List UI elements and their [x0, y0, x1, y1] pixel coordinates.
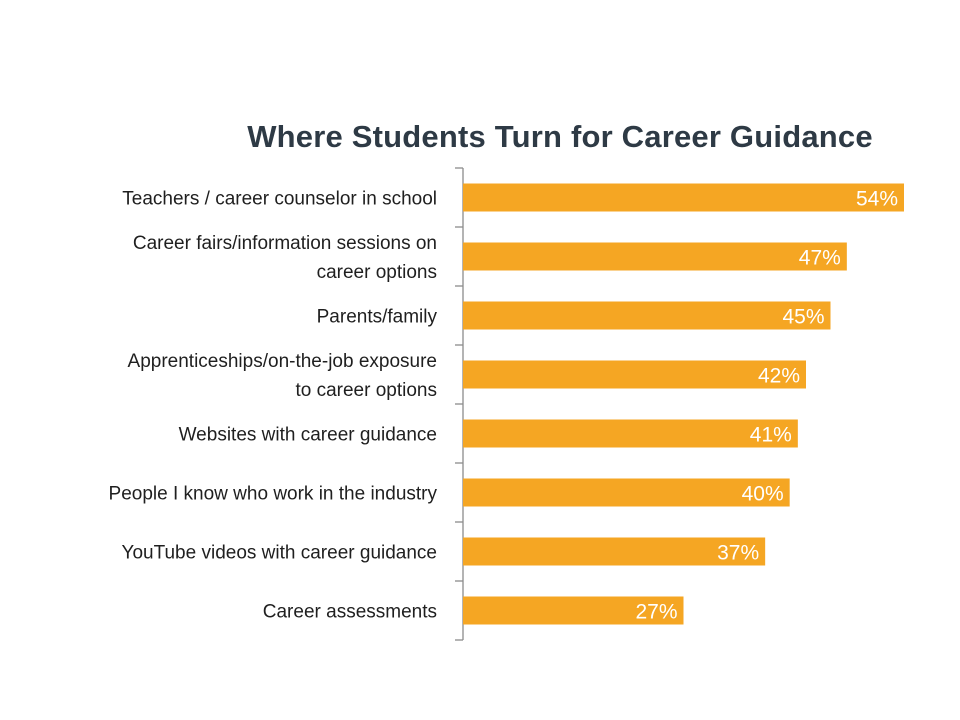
- data-label: 45%: [782, 306, 824, 329]
- bar: [463, 301, 831, 330]
- data-label: 27%: [635, 601, 677, 624]
- bar: [463, 242, 847, 271]
- data-label: 40%: [742, 483, 784, 506]
- data-label: 42%: [758, 365, 800, 388]
- bar: [463, 537, 766, 566]
- chart-title: Where Students Turn for Career Guidance: [247, 119, 873, 154]
- bar: [463, 360, 806, 389]
- bar: [463, 419, 798, 448]
- category-label-line: Career fairs/information sessions on: [133, 233, 437, 254]
- bar: [463, 596, 684, 625]
- category-label-line: YouTube videos with career guidance: [122, 543, 437, 564]
- category-label-line: Websites with career guidance: [179, 425, 437, 446]
- category-label: Career fairs/information sessions on care…: [133, 233, 437, 283]
- category-label: Career assessments: [263, 602, 437, 623]
- category-label-line: Apprenticeships/on-the-job exposure: [128, 351, 437, 372]
- data-label: 41%: [750, 424, 792, 447]
- category-label: Websites with career guidance: [179, 425, 437, 446]
- data-label: 37%: [717, 542, 759, 565]
- data-label: 54%: [856, 188, 898, 211]
- category-label: Apprenticeships/on-the-job exposure to ca…: [128, 351, 437, 401]
- category-label: Parents/family: [317, 307, 438, 328]
- data-label: 47%: [799, 247, 841, 270]
- category-label-line: to career options: [295, 380, 437, 401]
- category-label: Teachers / career counselor in school: [122, 189, 437, 210]
- bar: [463, 183, 904, 212]
- category-label-line: Teachers / career counselor in school: [122, 189, 437, 210]
- category-label: People I know who work in the industry: [109, 484, 438, 505]
- category-label-line: People I know who work in the industry: [109, 484, 438, 505]
- bar: [463, 478, 790, 507]
- category-label: YouTube videos with career guidance: [122, 543, 437, 564]
- category-label-line: Parents/family: [317, 307, 438, 328]
- category-label-line: Career assessments: [263, 602, 437, 623]
- category-label-line: career options: [317, 262, 437, 283]
